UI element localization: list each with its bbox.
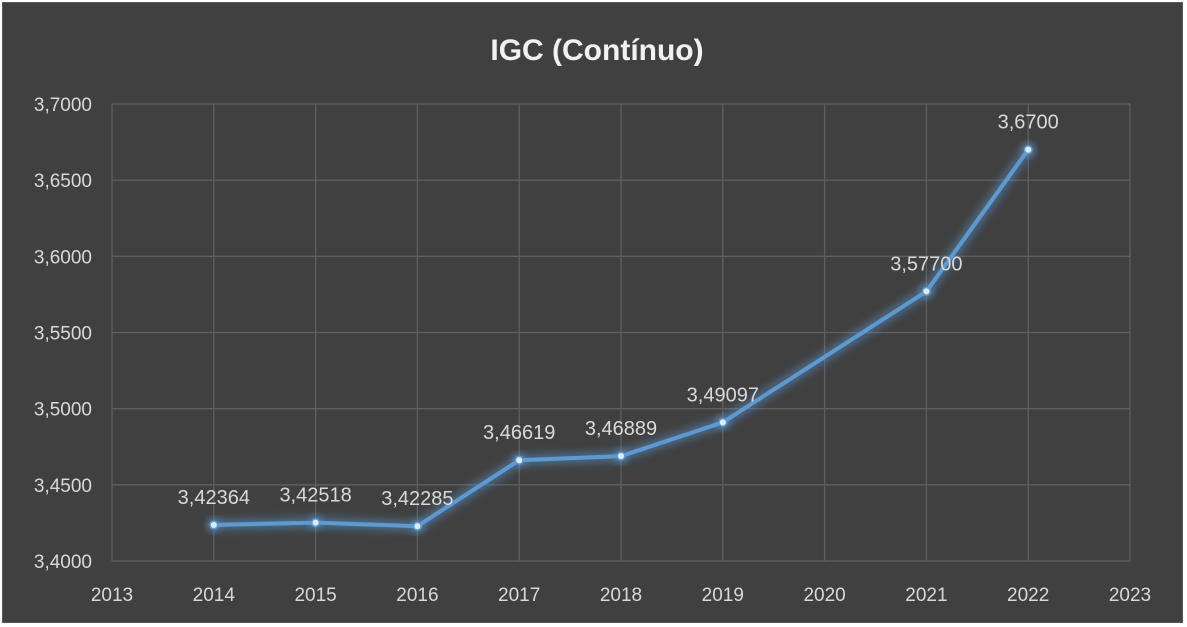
data-label-2016: 3,42285 [381, 488, 453, 510]
x-tick-label-2020: 2020 [803, 585, 845, 606]
data-series [206, 142, 1036, 534]
y-tick-label-6: 3,7000 [34, 95, 92, 116]
x-tick-label-2019: 2019 [702, 585, 744, 606]
data-labels: 3,42364 3,42518 3,42285 3,46619 3,46889 3,490… [178, 112, 1059, 510]
data-label-2019: 3,49097 [687, 384, 759, 406]
x-tick-label-2018: 2018 [600, 585, 642, 606]
data-label-2022: 3,6700 [998, 112, 1059, 134]
y-tick-label-2: 3,5000 [34, 400, 92, 421]
data-point-2016 [412, 521, 422, 531]
data-point-2015 [311, 518, 321, 528]
x-tick-label-2022: 2022 [1007, 585, 1049, 606]
chart-title: IGC (Contínuo) [490, 34, 703, 67]
y-tick-label-1: 3,4500 [34, 476, 92, 497]
y-tick-label-0: 3,4000 [34, 552, 92, 573]
data-label-2021: 3,57700 [890, 253, 962, 275]
data-point-2017 [514, 455, 524, 465]
data-point-2018 [616, 451, 626, 461]
x-tick-label-2015: 2015 [294, 585, 336, 606]
x-tick-label-2016: 2016 [396, 585, 438, 606]
data-label-2017: 3,46619 [483, 422, 555, 444]
data-point-2022 [1023, 145, 1033, 155]
x-tick-label-2023: 2023 [1109, 585, 1151, 606]
series-line [211, 147, 1031, 529]
gridlines [111, 103, 1131, 562]
y-tick-label-4: 3,6000 [34, 247, 92, 268]
x-tick-label-2017: 2017 [498, 585, 540, 606]
data-label-2014: 3,42364 [178, 487, 250, 509]
data-label-2018: 3,46889 [585, 418, 657, 440]
data-point-2014 [209, 520, 219, 530]
data-point-2019 [718, 417, 728, 427]
x-tick-label-2013: 2013 [91, 585, 133, 606]
data-point-2021 [921, 286, 931, 296]
y-tick-label-5: 3,6500 [34, 171, 92, 192]
y-tick-label-3: 3,5500 [34, 324, 92, 345]
x-tick-label-2014: 2014 [193, 585, 236, 606]
x-tick-label-2021: 2021 [905, 585, 947, 606]
data-label-2015: 3,42518 [279, 485, 351, 507]
axis-tick-labels: 2013 2014 2015 2016 2017 2018 2019 2020 2021 2022… [34, 95, 1151, 606]
